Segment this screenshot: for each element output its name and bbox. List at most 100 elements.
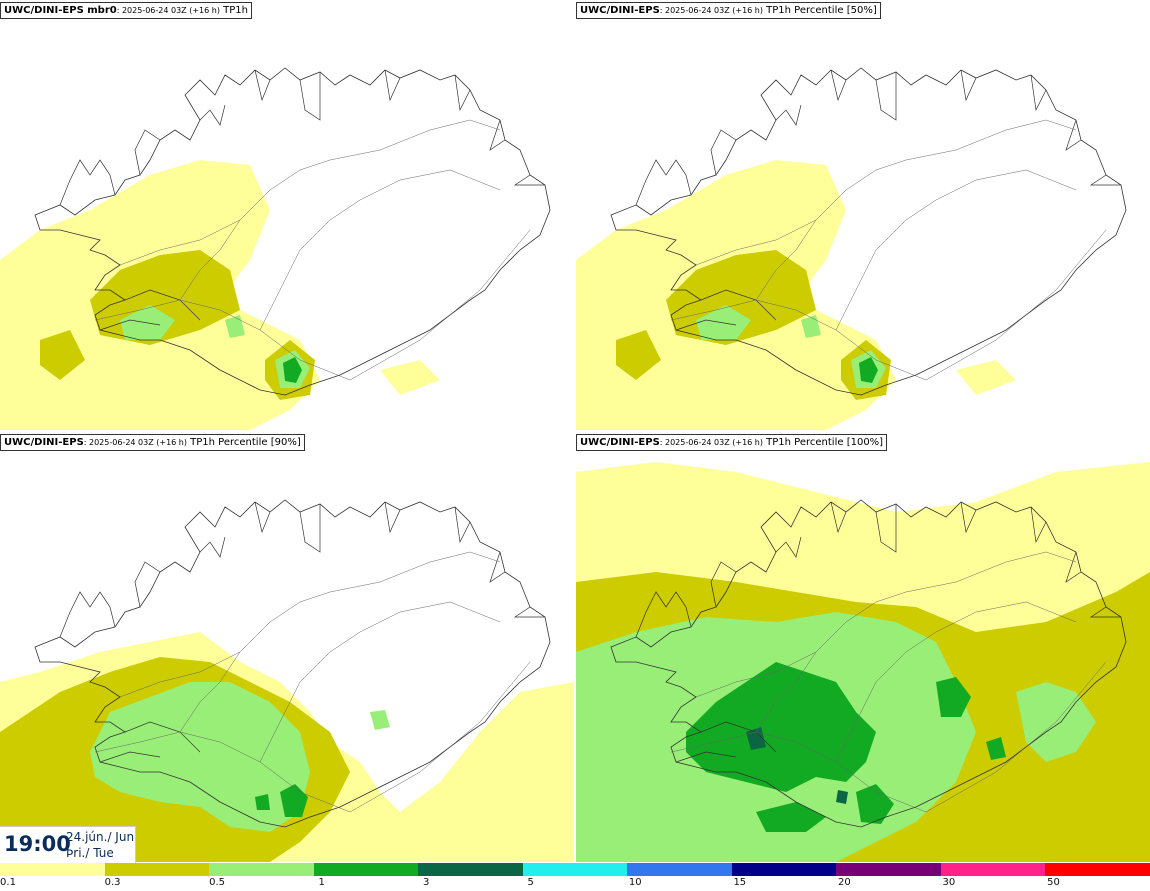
map-panel-p50: UWC/DINI-EPS: 2025-06-24 03Z (+16 h) TP1…: [576, 0, 1150, 430]
valid-weekday: Þri./ Tue: [66, 846, 114, 860]
precip-area: [756, 802, 826, 832]
precip-area: [696, 305, 751, 340]
fjord-line: [1089, 606, 1121, 618]
fjord-line: [710, 129, 737, 176]
panel-title: UWC/DINI-EPS: 2025-06-24 03Z (+16 h) TP1…: [576, 2, 881, 19]
coastline: [610, 67, 1127, 396]
fjord-line: [254, 69, 271, 102]
map-panel-member0: UWC/DINI-EPS mbr0: 2025-06-24 03Z (+16 h…: [0, 0, 574, 430]
fjord-line: [875, 72, 897, 121]
road-line: [670, 661, 1107, 813]
colorbar-segment: [418, 863, 523, 876]
precip-area: [255, 794, 270, 810]
precip-area: [40, 330, 85, 380]
fjord-line: [299, 72, 321, 121]
fjord-line: [775, 104, 802, 126]
road-line: [179, 219, 241, 301]
fjord-line: [59, 159, 116, 206]
fjord-line: [635, 591, 692, 638]
precip-area: [856, 784, 894, 824]
precip-area: [836, 790, 848, 804]
road-line: [835, 601, 1077, 763]
precip-area: [380, 360, 440, 395]
colorbar-segment: [104, 863, 210, 876]
map-canvas: [576, 462, 1150, 862]
fjord-line: [1030, 506, 1047, 544]
road-line: [755, 219, 817, 301]
fjord-line: [775, 536, 802, 558]
road-line: [755, 651, 817, 733]
fjord-line: [635, 159, 692, 206]
fjord-line: [1065, 551, 1082, 583]
valid-time-box: 19:00 24.jún./ Jun Þri./ Tue: [0, 826, 136, 863]
fjord-line: [513, 606, 545, 618]
fjord-line: [254, 501, 271, 534]
fjord-line: [1065, 119, 1082, 151]
fjord-line: [489, 551, 506, 583]
colorbar-tick-label: 10: [628, 877, 642, 888]
road-line: [670, 229, 1107, 381]
panel-title: UWC/DINI-EPS mbr0: 2025-06-24 03Z (+16 h…: [0, 2, 252, 19]
fjord-line: [99, 751, 161, 763]
colorbar-tick-label: 20: [837, 877, 851, 888]
fjord-line: [830, 501, 847, 534]
precip-area: [283, 357, 302, 383]
fjord-line: [99, 319, 161, 331]
colorbar-segment: [1045, 863, 1150, 876]
colorbar-segment: [522, 863, 628, 876]
precip-area: [936, 677, 971, 717]
colorbar-tick-label: 3: [422, 877, 430, 888]
precip-area: [225, 315, 245, 338]
road-line: [835, 169, 1077, 331]
colorbar-tick-label: 0.1: [0, 877, 16, 888]
coastline: [610, 499, 1127, 828]
road-line: [94, 661, 531, 813]
colorbar-segment: [731, 863, 837, 876]
map-canvas: [576, 67, 1127, 430]
map-panel-p90: UWC/DINI-EPS: 2025-06-24 03Z (+16 h) TP1…: [0, 432, 574, 862]
colorbar-segment: [836, 863, 941, 876]
fjord-line: [700, 721, 777, 753]
fjord-line: [513, 174, 545, 186]
fjord-line: [199, 104, 226, 126]
fjord-line: [384, 69, 401, 102]
precip-area: [746, 727, 766, 750]
fjord-line: [675, 319, 737, 331]
precip-colorbar: [0, 863, 1150, 876]
colorbar-tick-label: 15: [733, 877, 747, 888]
road-line: [119, 551, 501, 698]
colorbar-segment: [940, 863, 1046, 876]
map-panel-p100: UWC/DINI-EPS: 2025-06-24 03Z (+16 h) TP1…: [576, 432, 1150, 862]
road-line: [179, 651, 241, 733]
precip-area: [859, 357, 878, 383]
valid-time: 19:00: [4, 832, 71, 856]
fjord-line: [960, 501, 977, 534]
fjord-line: [124, 289, 201, 321]
fjord-line: [124, 721, 201, 753]
precip-area: [370, 710, 390, 730]
fjord-line: [700, 289, 777, 321]
fjord-line: [199, 536, 226, 558]
colorbar-segment: [313, 863, 419, 876]
fjord-line: [675, 751, 737, 763]
fjord-line: [299, 504, 321, 553]
fjord-line: [59, 591, 116, 638]
fjord-line: [454, 74, 471, 112]
map-canvas: [0, 499, 574, 862]
fjord-line: [134, 561, 161, 608]
colorbar-ticks: 0.1 0.3 0.5 1 3 5 10 15 20 30 50: [0, 876, 1150, 891]
road-line: [695, 119, 1077, 266]
colorbar-segment: [627, 863, 732, 876]
panel-title: UWC/DINI-EPS: 2025-06-24 03Z (+16 h) TP1…: [0, 434, 305, 451]
coastline: [34, 67, 551, 396]
precip-area: [956, 360, 1016, 395]
precip-area: [616, 330, 661, 380]
coastline: [34, 499, 551, 828]
colorbar-tick-label: 0.3: [104, 877, 121, 888]
fjord-line: [710, 561, 737, 608]
precip-area: [120, 305, 175, 340]
fjord-line: [960, 69, 977, 102]
valid-date: 24.jún./ Jun: [66, 830, 135, 844]
road-line: [695, 551, 1077, 698]
map-canvas: [0, 67, 551, 430]
